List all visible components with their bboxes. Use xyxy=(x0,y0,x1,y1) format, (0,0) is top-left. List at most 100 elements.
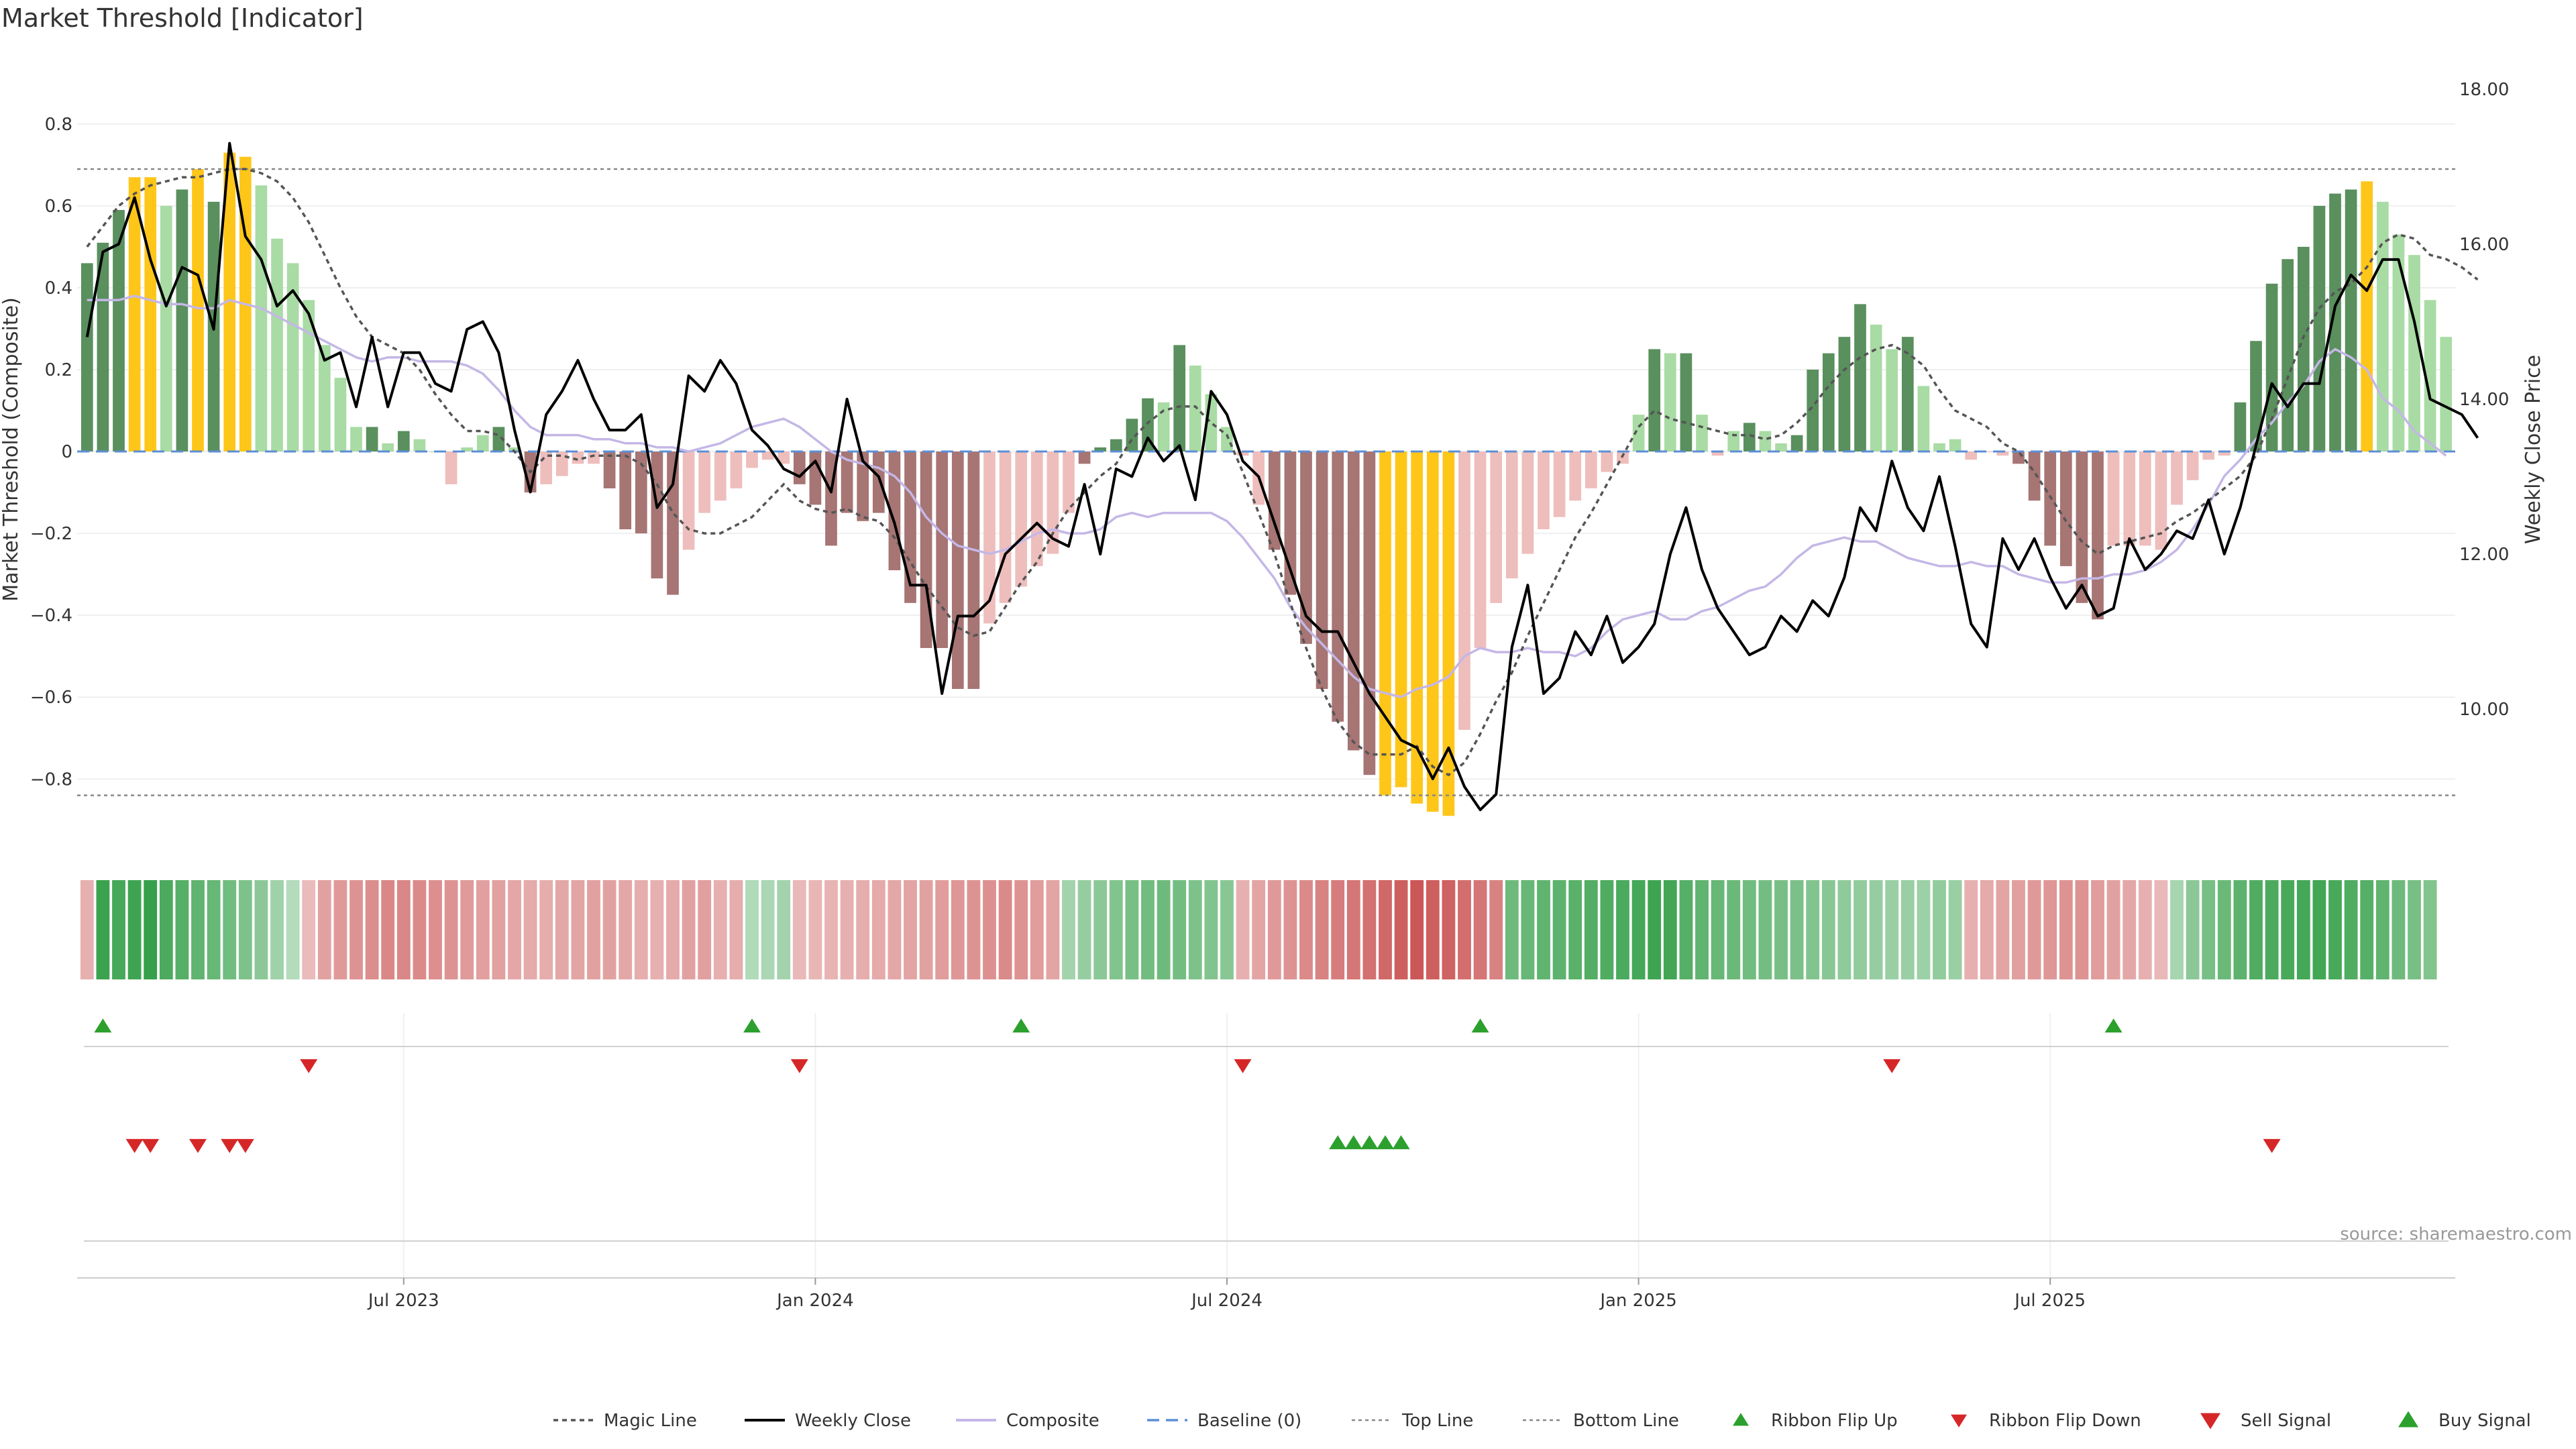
sell-signal-marker xyxy=(142,1138,160,1153)
ribbon-cell xyxy=(1521,880,1535,979)
ribbon-flip-down-marker xyxy=(1883,1059,1901,1073)
legend: Magic Line Weekly Close Composite Baseline … xyxy=(553,1411,2531,1431)
ribbon-cell xyxy=(2059,880,2073,979)
y-left-tick-label: 0.4 xyxy=(45,278,72,299)
composite-bar xyxy=(160,205,172,452)
composite-bar xyxy=(2092,451,2104,620)
ribbon-cell xyxy=(1030,880,1044,979)
composite-bar xyxy=(1316,451,1328,689)
ribbon-cell xyxy=(998,880,1012,979)
legend-swatch-buy xyxy=(2398,1411,2418,1428)
composite-bar xyxy=(714,451,727,501)
y-left-tick-label: −0.6 xyxy=(30,688,72,708)
ribbon-cell xyxy=(1711,880,1725,979)
ribbon-cell xyxy=(508,880,521,979)
composite-bar xyxy=(2329,193,2341,452)
ribbon-cell xyxy=(1458,880,1471,979)
composite-bar xyxy=(1332,451,1344,722)
ribbon-cell xyxy=(365,880,379,979)
ribbon-cell xyxy=(1648,880,1662,979)
ribbon-cell xyxy=(144,880,158,979)
composite-bar xyxy=(1980,451,1993,453)
x-tick-label: Jan 2024 xyxy=(775,1291,854,1311)
ribbon-cell xyxy=(1885,880,1899,979)
composite-bar xyxy=(1490,451,1503,603)
ribbon-cell xyxy=(777,880,791,979)
ribbon-cell xyxy=(808,880,822,979)
composite-bar xyxy=(1268,451,1281,550)
ribbon-cell xyxy=(207,880,221,979)
ribbon-cell xyxy=(444,880,458,979)
buy-signal-marker xyxy=(1392,1135,1410,1150)
ribbon-cell xyxy=(1220,880,1234,979)
ribbon-cell xyxy=(713,880,727,979)
ribbon-cell xyxy=(634,880,648,979)
ribbon-cell xyxy=(1362,880,1377,979)
composite-bar xyxy=(1015,451,1028,587)
ribbon-cell xyxy=(2423,880,2437,979)
composite-bar xyxy=(1126,419,1138,452)
ribbon-cell xyxy=(587,880,600,979)
chart-lines xyxy=(77,142,2479,812)
composite-bar xyxy=(382,443,394,452)
composite-bar xyxy=(1521,451,1534,554)
composite-bar xyxy=(761,451,774,460)
ribbon-cell xyxy=(2249,880,2263,979)
ribbon-cell xyxy=(1663,880,1677,979)
ribbon-cell xyxy=(2170,880,2184,979)
chart-title: Market Threshold [Indicator] xyxy=(1,3,364,33)
composite-bar xyxy=(2171,451,2183,505)
ribbon-flip-up-marker xyxy=(1012,1018,1030,1033)
ribbon-cell xyxy=(1727,880,1741,979)
composite-bar xyxy=(2361,181,2373,452)
composite-bar xyxy=(951,451,964,689)
ribbon-strip xyxy=(80,880,2437,979)
composite-bar xyxy=(1505,451,1518,579)
composite-bar xyxy=(476,435,489,452)
composite-bar xyxy=(80,263,93,452)
composite-bar xyxy=(144,177,157,452)
ribbon-cell xyxy=(792,880,806,979)
ribbon-cell xyxy=(1790,880,1804,979)
ribbon-cell xyxy=(413,880,427,979)
ribbon-cell xyxy=(1346,880,1360,979)
composite-bar xyxy=(1110,439,1122,452)
composite-bar xyxy=(841,451,853,513)
composite-bar xyxy=(2107,451,2120,546)
legend-swatch-sell xyxy=(2200,1413,2220,1430)
composite-bar xyxy=(555,451,568,476)
ribbon-cell xyxy=(302,880,316,979)
ribbon-cell xyxy=(1283,880,1297,979)
composite-bar xyxy=(793,451,806,484)
ribbon-cell xyxy=(2375,880,2390,979)
ribbon-cell xyxy=(1204,880,1218,979)
y-right-axis-label: Weekly Close Price xyxy=(2522,355,2545,544)
composite-bar xyxy=(1601,451,1613,472)
ribbon-cell xyxy=(1267,880,1281,979)
composite-bars xyxy=(80,152,2453,816)
composite-bar xyxy=(698,451,711,513)
ribbon-cell xyxy=(729,880,743,979)
ribbon-cell xyxy=(888,880,902,979)
composite-bar xyxy=(999,451,1012,603)
legend-swatch-fd xyxy=(1951,1414,1967,1428)
composite-bar xyxy=(461,447,474,452)
ribbon-cell xyxy=(1062,880,1075,979)
composite-bar xyxy=(1221,427,1233,452)
y-right-tick-label: 14.00 xyxy=(2459,390,2509,410)
ribbon-cell xyxy=(1742,880,1756,979)
composite-bar xyxy=(2186,451,2199,480)
composite-bar xyxy=(176,189,189,452)
x-axis: Jul 2023 Jan 2024 Jul 2024 Jan 2025 Jul 2025 xyxy=(77,1277,2455,1311)
ribbon-cell xyxy=(2091,880,2104,979)
x-tick-label: Jul 2023 xyxy=(367,1291,439,1311)
composite-bar xyxy=(651,451,663,579)
ribbon-cell xyxy=(1331,880,1345,979)
composite-bar xyxy=(1743,423,1756,452)
buy-signal-marker xyxy=(1360,1135,1379,1150)
ribbon-cell xyxy=(1141,880,1155,979)
composite-bar xyxy=(777,451,790,464)
composite-bar xyxy=(255,185,268,452)
composite-bar xyxy=(1838,337,1851,452)
